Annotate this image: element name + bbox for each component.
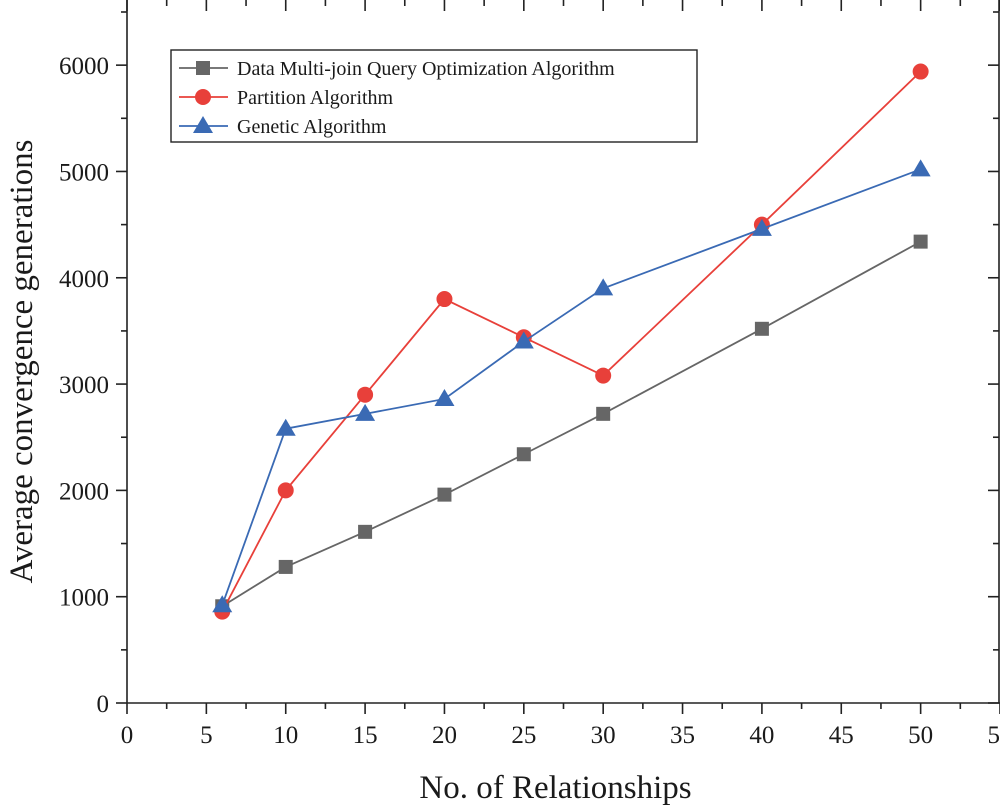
legend-marker — [195, 89, 211, 105]
y-tick-label: 6000 — [59, 53, 109, 80]
legend-box — [170, 49, 698, 143]
y-tick-label: 1000 — [59, 585, 109, 612]
legend-label: Partition Algorithm — [237, 87, 394, 109]
data-point — [355, 403, 376, 421]
data-point — [912, 63, 929, 80]
x-tick-label: 15 — [353, 722, 378, 749]
legend-label: Genetic Algorithm — [237, 116, 387, 138]
legend-marker — [196, 61, 210, 75]
y-tick-label: 5000 — [59, 159, 109, 186]
data-point — [434, 388, 455, 406]
data-point — [754, 321, 769, 336]
data-point — [751, 218, 772, 236]
x-tick-label: 30 — [591, 722, 616, 749]
x-tick-label: 20 — [432, 722, 457, 749]
series-layer — [212, 63, 931, 620]
series-line — [221, 240, 922, 608]
y-tick-label: 0 — [97, 691, 110, 718]
series-triangle — [212, 159, 931, 613]
x-tick-label: 10 — [273, 722, 298, 749]
x-tick-label: 25 — [511, 722, 536, 749]
x-tick-label: 5 — [200, 722, 213, 749]
data-point — [516, 447, 531, 462]
data-point — [278, 559, 293, 574]
data-point — [358, 524, 373, 539]
legend-marker — [193, 116, 213, 133]
data-point — [593, 278, 614, 296]
series-line — [221, 70, 922, 612]
x-tick-label: 55 — [988, 722, 1000, 749]
series-circle — [214, 63, 929, 620]
y-axis-title: Average convergence generations — [4, 139, 40, 583]
data-point — [913, 234, 928, 249]
y-tick-label: 4000 — [59, 266, 109, 293]
data-point — [436, 291, 453, 308]
data-point — [275, 418, 296, 436]
legend: Data Multi-join Query Optimization Algor… — [170, 49, 698, 143]
y-tick-label: 2000 — [59, 478, 109, 505]
series-square — [215, 234, 928, 614]
x-tick-label: 45 — [829, 722, 854, 749]
y-tick-label: 3000 — [59, 372, 109, 399]
data-point — [513, 331, 534, 349]
data-point — [212, 595, 233, 613]
series-line — [221, 168, 921, 606]
x-tick-label: 35 — [670, 722, 695, 749]
x-tick-label: 0 — [121, 722, 134, 749]
x-tick-label: 40 — [749, 722, 774, 749]
data-point — [277, 482, 294, 499]
data-point — [596, 406, 611, 421]
data-point — [910, 159, 931, 177]
legend-label: Data Multi-join Query Optimization Algor… — [237, 58, 615, 80]
data-point — [595, 367, 612, 384]
ticks: 0 5 10 15 20 25 30 35 40 45 50 55 0 1000 2000 3000 4000 5… — [59, 0, 1000, 749]
data-point — [357, 386, 374, 403]
data-point — [437, 487, 452, 502]
x-axis-title: No. of Relationships — [419, 770, 691, 806]
x-tick-label: 50 — [908, 722, 933, 749]
